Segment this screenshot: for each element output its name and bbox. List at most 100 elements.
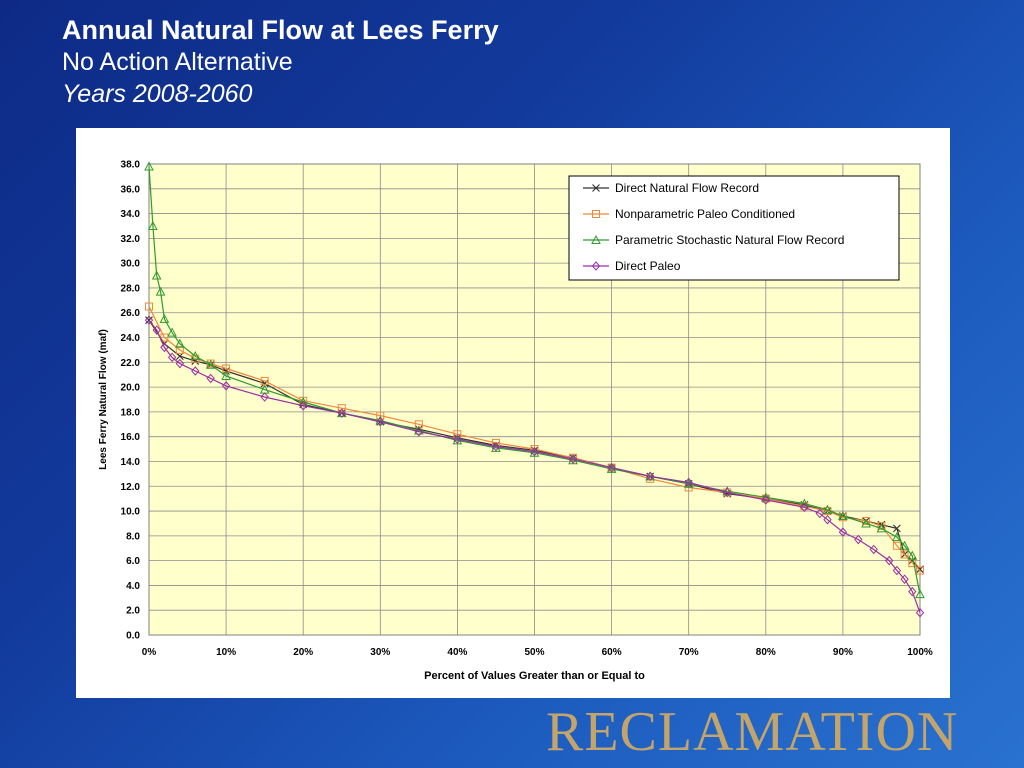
series-2-point-6 — [175, 338, 185, 348]
series-1-point-26 — [900, 550, 909, 559]
x-tick-label-7: 70% — [679, 647, 699, 658]
x-tick-label-1: 10% — [216, 647, 236, 658]
series-3-point-4 — [175, 358, 185, 369]
series-3-point-30 — [900, 574, 909, 584]
slide-title-block: Annual Natural Flow at Lees Ferry No Act… — [62, 14, 499, 110]
series-3-point-23 — [815, 508, 824, 519]
series-1-point-28 — [916, 566, 924, 575]
x-axis-title: Percent of Values Greater than or Equal … — [424, 670, 645, 682]
series-2-point-5 — [167, 327, 177, 337]
plot-border — [148, 163, 921, 636]
series-3-point-20 — [723, 487, 732, 498]
series-2-point-0 — [144, 161, 154, 171]
y-tick-label-1: 2.0 — [126, 606, 140, 617]
y-tick-label-19: 38.0 — [121, 160, 141, 171]
x-tick-label-5: 50% — [524, 647, 544, 658]
y-tick-label-7: 14.0 — [121, 457, 141, 468]
chart-panel: 0.0 2.0 4.0 6.0 8.0 10.0 12.0 14.0 16.0 18.0 20.0 2… — [76, 128, 950, 698]
series-3-point-14 — [491, 441, 501, 452]
series-3-point-8 — [260, 392, 269, 402]
series-1-point-23 — [862, 516, 871, 525]
series-line-3 — [148, 319, 921, 613]
legend: Direct Natural Flow Record Nonparametric … — [568, 175, 900, 281]
series-1-point-1 — [160, 333, 169, 342]
series-2-point-23 — [760, 492, 771, 502]
series-3-point-32 — [915, 607, 925, 618]
series-3-point-16 — [568, 454, 578, 464]
x-tick-label-6: 60% — [602, 647, 622, 658]
series-0-point-6 — [260, 379, 269, 388]
y-tick-label-8: 16.0 — [121, 432, 141, 443]
x-tick-label-2: 20% — [293, 647, 313, 658]
series-3-point-1 — [152, 325, 161, 335]
legend-label-1: Nonparametric Paleo Conditioned — [615, 207, 795, 221]
y-tick-label-18: 36.0 — [121, 184, 141, 195]
series-line-1 — [148, 306, 921, 571]
series-2 — [144, 161, 925, 599]
y-tick-label-6: 12.0 — [121, 482, 141, 493]
x-tick-label-3: 30% — [370, 647, 390, 658]
series-3-point-26 — [854, 534, 863, 545]
series-2-point-27 — [861, 518, 871, 528]
y-tick-label-9: 18.0 — [121, 407, 141, 418]
series-3-point-17 — [607, 462, 616, 473]
series-3-point-27 — [869, 544, 878, 555]
y-tick-label-13: 26.0 — [121, 308, 141, 319]
series-3-point-3 — [167, 352, 177, 363]
legend-label-3: Direct Paleo — [615, 259, 681, 273]
y-tick-label-14: 28.0 — [121, 283, 141, 294]
x-tick-label-8: 80% — [756, 647, 776, 658]
series-2-point-32 — [915, 589, 925, 599]
series-3-point-13 — [453, 434, 462, 444]
series-3-point-9 — [299, 400, 308, 411]
series-2-point-1 — [148, 220, 158, 230]
reclamation-logo: RECLAMATION — [546, 701, 959, 763]
y-tick-label-17: 34.0 — [121, 209, 141, 220]
series-1-point-6 — [260, 376, 269, 385]
x-tick-label-10: 100% — [907, 647, 933, 658]
flow-exceedance-chart: 0.0 2.0 4.0 6.0 8.0 10.0 12.0 14.0 16.0 18.0 20.0 2… — [98, 160, 933, 683]
series-3-point-15 — [530, 446, 539, 457]
slide-subtitle: No Action Alternative — [62, 48, 293, 76]
y-tick-label-16: 32.0 — [121, 234, 141, 245]
series-1-point-0 — [145, 302, 153, 311]
series-3-point-19 — [684, 477, 693, 488]
series-2-point-25 — [822, 504, 833, 514]
y-tick-label-12: 24.0 — [121, 333, 141, 344]
series-1-point-25 — [892, 541, 901, 550]
series-3-point-25 — [838, 527, 848, 537]
x-tick-label-4: 40% — [447, 647, 467, 658]
y-tick-label-5: 10.0 — [121, 507, 141, 518]
series-2-point-3 — [155, 286, 166, 296]
series-0-point-25 — [892, 524, 901, 533]
y-tick-label-3: 6.0 — [126, 556, 140, 567]
y-tick-label-4: 8.0 — [126, 531, 140, 542]
series-2-point-7 — [190, 351, 201, 361]
x-tick-label-9: 90% — [833, 647, 853, 658]
series-3 — [144, 315, 925, 618]
series-3-point-21 — [761, 495, 770, 505]
series-1-point-11 — [453, 430, 462, 439]
legend-marker-3 — [591, 261, 601, 271]
series-3-point-5 — [191, 366, 200, 376]
series-3-point-6 — [206, 373, 215, 384]
series-3-point-0 — [144, 315, 154, 325]
series-0-point-27 — [908, 556, 917, 565]
series-2-point-4 — [159, 313, 170, 323]
series-1-point-2 — [175, 345, 184, 354]
series-2-point-8 — [205, 359, 216, 369]
y-tick-label-2: 4.0 — [126, 581, 140, 592]
series-2-point-28 — [876, 523, 887, 533]
series-1-point-8 — [337, 404, 346, 413]
series-3-point-10 — [337, 408, 346, 418]
y-tick-label-15: 30.0 — [121, 259, 141, 270]
legend-box — [568, 175, 900, 281]
series-2-point-30 — [899, 540, 910, 550]
legend-label-2: Parametric Stochastic Natural Flow Recor… — [615, 233, 844, 247]
series-3-point-18 — [645, 471, 655, 482]
legend-marker-1 — [592, 210, 600, 218]
series-2-point-26 — [838, 510, 848, 521]
series-3-point-28 — [884, 555, 894, 566]
x-tick-label-0: 0% — [142, 647, 157, 658]
series-3-point-31 — [908, 586, 917, 597]
